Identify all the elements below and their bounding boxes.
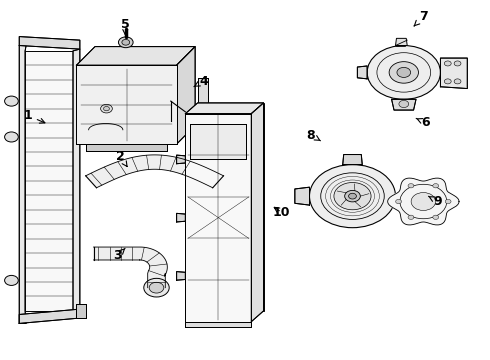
Polygon shape: [357, 66, 367, 79]
Circle shape: [397, 67, 411, 77]
Circle shape: [408, 184, 414, 188]
Polygon shape: [197, 78, 208, 114]
Circle shape: [4, 275, 18, 285]
Circle shape: [433, 184, 439, 188]
Polygon shape: [19, 45, 26, 323]
Circle shape: [408, 215, 414, 219]
Circle shape: [310, 165, 395, 228]
Circle shape: [411, 193, 436, 211]
Text: 6: 6: [416, 116, 430, 129]
Polygon shape: [392, 99, 416, 110]
Polygon shape: [19, 37, 80, 49]
Polygon shape: [94, 247, 167, 288]
Text: 5: 5: [121, 18, 130, 35]
Polygon shape: [25, 51, 73, 311]
Polygon shape: [190, 124, 246, 159]
Circle shape: [4, 132, 18, 142]
Polygon shape: [76, 46, 195, 65]
Circle shape: [444, 61, 451, 66]
Circle shape: [395, 199, 401, 204]
Circle shape: [4, 96, 18, 106]
Polygon shape: [86, 144, 167, 151]
Polygon shape: [176, 155, 185, 164]
Circle shape: [344, 190, 360, 202]
Circle shape: [122, 40, 130, 45]
Text: 8: 8: [307, 129, 320, 142]
Polygon shape: [185, 114, 251, 321]
Polygon shape: [73, 49, 80, 311]
Polygon shape: [185, 103, 264, 114]
Text: 2: 2: [116, 150, 127, 167]
Circle shape: [367, 45, 441, 99]
Polygon shape: [19, 309, 80, 323]
Polygon shape: [295, 187, 310, 205]
Polygon shape: [185, 321, 251, 327]
Text: 10: 10: [273, 206, 291, 219]
Polygon shape: [176, 46, 195, 144]
Circle shape: [454, 79, 461, 84]
Polygon shape: [86, 155, 223, 188]
Polygon shape: [251, 103, 264, 321]
Polygon shape: [76, 304, 86, 318]
Polygon shape: [395, 39, 407, 45]
Circle shape: [454, 61, 461, 66]
Circle shape: [149, 282, 164, 293]
Circle shape: [334, 183, 371, 210]
Circle shape: [433, 215, 439, 219]
Polygon shape: [176, 271, 185, 280]
Polygon shape: [76, 65, 176, 144]
Circle shape: [119, 37, 133, 48]
Circle shape: [348, 193, 356, 199]
Circle shape: [389, 62, 418, 83]
Circle shape: [100, 104, 112, 113]
Text: 7: 7: [414, 10, 428, 26]
Polygon shape: [388, 178, 459, 225]
Circle shape: [103, 107, 109, 111]
Text: 1: 1: [23, 109, 45, 123]
Circle shape: [399, 100, 409, 108]
Text: 4: 4: [194, 75, 208, 88]
Polygon shape: [197, 103, 264, 311]
Text: 9: 9: [428, 195, 442, 208]
Polygon shape: [441, 58, 467, 89]
Polygon shape: [176, 213, 185, 222]
Text: 3: 3: [114, 248, 125, 262]
Circle shape: [144, 278, 169, 297]
Circle shape: [445, 199, 451, 204]
Polygon shape: [343, 154, 362, 165]
Circle shape: [444, 79, 451, 84]
